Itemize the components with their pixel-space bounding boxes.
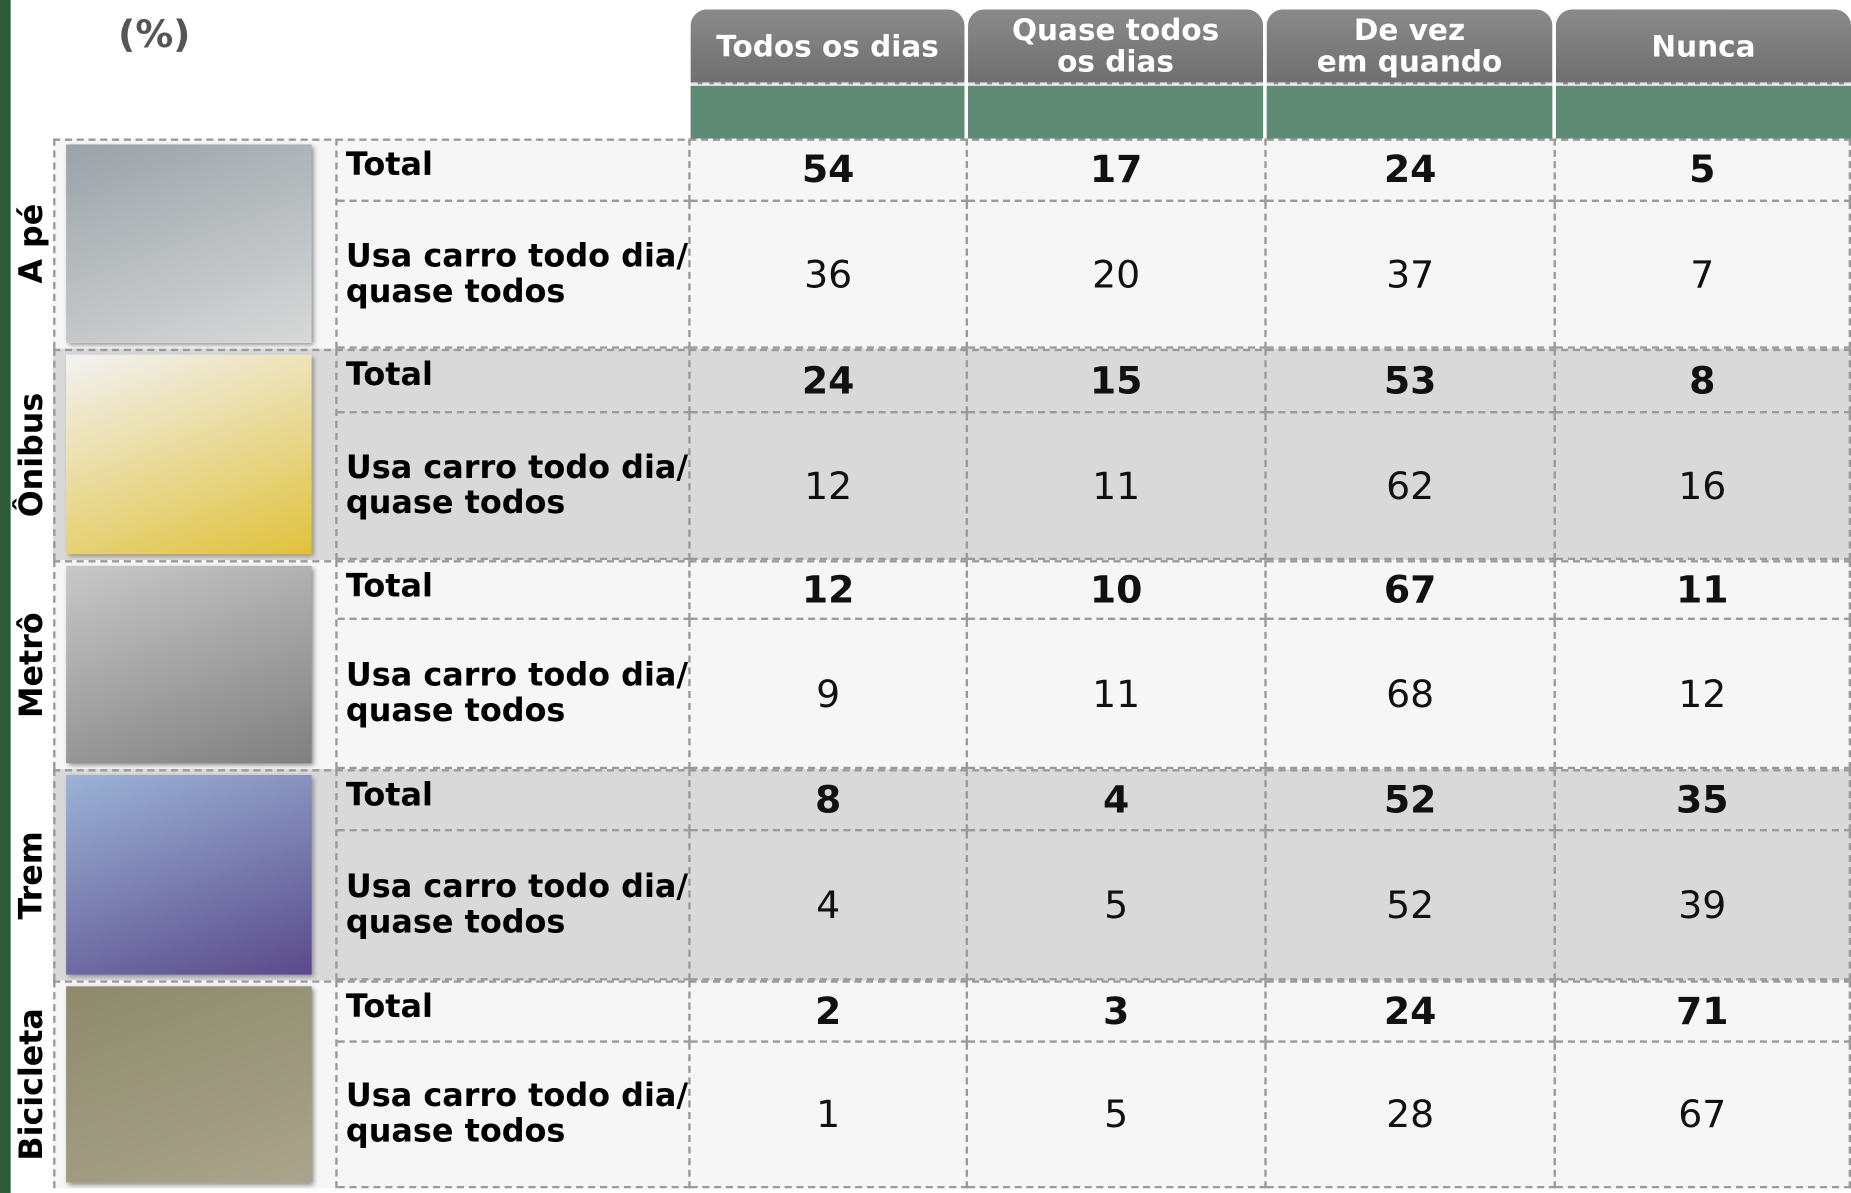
value-cell: 67: [1555, 1042, 1851, 1189]
value-cell: 53: [1266, 348, 1556, 414]
header-band: [968, 85, 1264, 139]
group-label: Metrô: [12, 560, 52, 769]
header-line: Todos os dias: [716, 28, 939, 63]
group-background: [53, 980, 1851, 1189]
group-label: A pé: [12, 139, 52, 349]
value-cell: 4: [690, 831, 969, 981]
row-label: Usa carro todo dia/ quase todos: [337, 1042, 691, 1189]
group-name: Ônibus: [13, 392, 51, 517]
value-cell: 2: [690, 980, 969, 1043]
column-header: Todos os dias: [690, 9, 965, 85]
value-cell: 15: [968, 348, 1267, 414]
header-band: [1555, 85, 1851, 139]
value-cell: 67: [1266, 560, 1556, 620]
value-cell: 5: [1555, 138, 1851, 202]
header-band: [690, 85, 965, 139]
value-cell: 9: [690, 619, 969, 770]
header-line: Quase todos: [1011, 12, 1220, 47]
value-cell: 12: [690, 413, 969, 561]
row-label: Total: [337, 769, 691, 832]
column-header: De vez em quando: [1266, 9, 1553, 85]
value-cell: 37: [1266, 201, 1556, 349]
value-cell: 3: [968, 980, 1267, 1043]
row-label: Usa carro todo dia/ quase todos: [337, 413, 691, 561]
side-strip: [0, 0, 11, 1193]
value-cell: 28: [1266, 1042, 1556, 1189]
value-cell: 11: [968, 619, 1267, 770]
value-cell: 11: [1555, 560, 1851, 620]
group-background: [53, 348, 1851, 561]
header-line: De vez: [1353, 12, 1466, 47]
group-name: A pé: [13, 203, 51, 284]
group-name: Metrô: [13, 611, 51, 718]
value-cell: 4: [968, 769, 1267, 832]
photo: [66, 986, 312, 1183]
row-label: Total: [337, 560, 691, 620]
value-cell: 16: [1555, 413, 1851, 561]
value-cell: 36: [690, 201, 969, 349]
row-label: Total: [337, 980, 691, 1043]
value-cell: 24: [1266, 980, 1556, 1043]
value-cell: 11: [968, 413, 1267, 561]
photo: [66, 354, 312, 555]
row-label: Total: [337, 138, 691, 202]
row-label: Usa carro todo dia/ quase todos: [337, 619, 691, 770]
group-label: Trem: [12, 769, 52, 980]
group-name: Bicicleta: [13, 1008, 51, 1161]
header-line: em quando: [1316, 44, 1503, 79]
value-cell: 7: [1555, 201, 1851, 349]
photo-divider: [335, 138, 338, 349]
value-cell: 1: [690, 1042, 969, 1189]
value-cell: 68: [1266, 619, 1556, 770]
value-cell: 24: [1266, 138, 1556, 202]
photo: [66, 565, 312, 764]
header-line: Nunca: [1651, 28, 1756, 63]
unit-label: (%): [118, 11, 191, 57]
value-cell: 20: [968, 201, 1267, 349]
row-label: Usa carro todo dia/ quase todos: [337, 201, 691, 349]
group-label: Ônibus: [12, 349, 52, 560]
photo: [66, 774, 312, 975]
group-background: [53, 560, 1851, 770]
column-header: Nunca: [1555, 9, 1851, 85]
value-cell: 8: [1555, 348, 1851, 414]
photo: [66, 144, 312, 343]
value-cell: 39: [1555, 831, 1851, 981]
photo-divider: [335, 980, 338, 1189]
row-label: Total: [337, 348, 691, 414]
group-label: Bicicleta: [12, 980, 52, 1188]
value-cell: 35: [1555, 769, 1851, 832]
header-line: os dias: [1057, 44, 1174, 79]
row-label: Usa carro todo dia/ quase todos: [337, 831, 691, 981]
value-cell: 52: [1266, 831, 1556, 981]
value-cell: 8: [690, 769, 969, 832]
photo-divider: [335, 348, 338, 561]
column-header: Quase todos os dias: [968, 9, 1264, 85]
value-cell: 71: [1555, 980, 1851, 1043]
value-cell: 5: [968, 831, 1267, 981]
photo-divider: [335, 769, 338, 981]
group-background: [53, 138, 1851, 349]
value-cell: 54: [690, 138, 969, 202]
value-cell: 12: [690, 560, 969, 620]
value-cell: 12: [1555, 619, 1851, 770]
value-cell: 62: [1266, 413, 1556, 561]
header-band: [1266, 85, 1553, 139]
value-cell: 5: [968, 1042, 1267, 1189]
value-cell: 52: [1266, 769, 1556, 832]
value-cell: 17: [968, 138, 1267, 202]
photo-divider: [335, 560, 338, 770]
value-cell: 10: [968, 560, 1267, 620]
group-name: Trem: [13, 830, 51, 919]
group-background: [53, 769, 1851, 981]
value-cell: 24: [690, 348, 969, 414]
